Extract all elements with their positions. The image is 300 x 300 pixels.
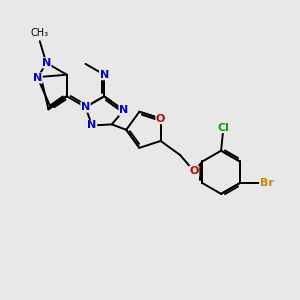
Text: N: N bbox=[119, 105, 128, 115]
Text: O: O bbox=[189, 166, 199, 176]
Text: N: N bbox=[81, 102, 90, 112]
Text: N: N bbox=[100, 70, 109, 80]
Text: Br: Br bbox=[260, 178, 274, 188]
Text: N: N bbox=[42, 58, 51, 68]
Text: N: N bbox=[87, 121, 97, 130]
Text: Cl: Cl bbox=[217, 123, 229, 133]
Text: N: N bbox=[33, 73, 42, 83]
Text: CH₃: CH₃ bbox=[31, 28, 49, 38]
Text: O: O bbox=[156, 114, 165, 124]
